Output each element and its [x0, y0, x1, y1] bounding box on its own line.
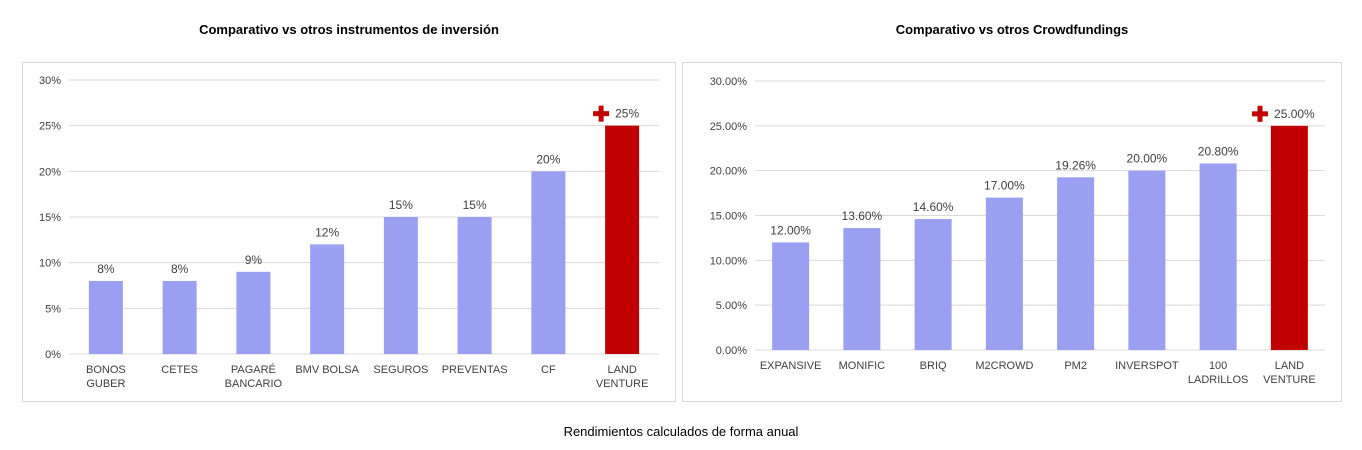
- crowdfundings-data-label: 14.60%: [913, 200, 954, 214]
- investments-data-label: 20%: [536, 152, 560, 166]
- crowdfundings-category-label: VENTURE: [1263, 374, 1316, 386]
- investments-data-label: 15%: [463, 198, 487, 212]
- plus-icon: [593, 105, 610, 122]
- chart-crowdfundings: 0.00% 5.00% 10.00% 15.00% 20.00% 25.00% 30.00%…: [710, 76, 1325, 386]
- crowdfundings-category-label: BRIQ: [920, 360, 947, 372]
- crowdfundings-data-label: 19.26%: [1055, 158, 1096, 172]
- crowdfundings-category-label: EXPANSIVE: [760, 360, 822, 372]
- investments-bar: [605, 125, 640, 354]
- investments-bar: [531, 171, 566, 354]
- crowdfundings-category-label: MONIFIC: [839, 360, 885, 372]
- crowdfundings-data-label: 12.00%: [770, 223, 811, 237]
- crowdfundings-bar: [1128, 170, 1166, 350]
- crowdfundings-ytick-label: 5.00%: [716, 300, 747, 312]
- chart-title-left: Comparativo vs otros instrumentos de inv…: [199, 22, 499, 37]
- chart-panel-crowdfundings: 0.00% 5.00% 10.00% 15.00% 20.00% 25.00% 30.00%…: [682, 62, 1342, 402]
- investments-category-label: PREVENTAS: [442, 364, 508, 376]
- investments-data-label: 8%: [171, 262, 189, 276]
- crowdfundings-ytick-label: 30.00%: [710, 76, 748, 88]
- investments-data-label: 15%: [389, 198, 413, 212]
- investments-bar: [88, 280, 123, 354]
- crowdfundings-category-label: PM2: [1064, 360, 1087, 372]
- investments-bar: [457, 217, 492, 354]
- crowdfundings-data-label: 20.80%: [1198, 144, 1239, 158]
- crowdfundings-bar: [843, 228, 881, 350]
- investments-ytick-label: 30%: [39, 75, 61, 87]
- investments-data-label: 12%: [315, 225, 339, 239]
- footer-note: Rendimientos calculados de forma anual: [563, 424, 799, 439]
- crowdfundings-category-label: LAND: [1275, 360, 1304, 372]
- investments-category-label: SEGUROS: [373, 364, 428, 376]
- investments-ytick-label: 15%: [39, 212, 61, 224]
- investments-category-label: BANCARIO: [225, 378, 283, 390]
- investments-category-label: VENTURE: [596, 378, 649, 390]
- crowdfundings-ytick-label: 0.00%: [716, 345, 747, 357]
- investments-category-label: LAND: [607, 364, 636, 376]
- investments-bar: [310, 244, 345, 354]
- plus-icon: [1252, 105, 1269, 122]
- investments-category-label: BMV BOLSA: [295, 364, 359, 376]
- investments-category-label: CETES: [161, 364, 198, 376]
- crowdfundings-ytick-label: 10.00%: [710, 255, 748, 267]
- investments-ytick-label: 25%: [39, 121, 61, 133]
- crowdfundings-category-label: 100: [1209, 360, 1227, 372]
- investments-bar: [162, 280, 197, 354]
- crowdfundings-bar: [1199, 163, 1237, 350]
- investments-data-label: 9%: [245, 253, 263, 267]
- crowdfundings-data-label: 13.60%: [842, 209, 883, 223]
- crowdfundings-ytick-label: 25.00%: [710, 121, 748, 133]
- investments-bar: [236, 271, 271, 354]
- crowdfundings-data-label: 20.00%: [1127, 152, 1168, 166]
- investments-category-label: CF: [541, 364, 556, 376]
- crowdfundings-bar: [772, 242, 810, 350]
- crowdfundings-ytick-label: 20.00%: [710, 166, 748, 178]
- chart-investments: 0% 5% 10% 15% 20% 25% 30% 8% BONOS GUBER 8% CETES 9%…: [39, 75, 659, 390]
- chart-title-right: Comparativo vs otros Crowdfundings: [895, 22, 1129, 37]
- crowdfundings-bar: [985, 197, 1023, 350]
- crowdfundings-bar: [1270, 125, 1308, 350]
- investments-data-label: 8%: [97, 262, 115, 276]
- investments-category-label: PAGARÉ: [231, 363, 276, 376]
- crowdfundings-ytick-label: 15.00%: [710, 211, 748, 223]
- investments-category-label: BONOS: [86, 364, 126, 376]
- investments-category-label: GUBER: [86, 378, 125, 390]
- crowdfundings-category-label: INVERSPOT: [1115, 360, 1179, 372]
- investments-ytick-label: 20%: [39, 166, 61, 178]
- investments-ytick-label: 0%: [45, 349, 61, 361]
- crowdfundings-data-label: 17.00%: [984, 179, 1025, 193]
- crowdfundings-category-label: M2CROWD: [975, 360, 1033, 372]
- investments-data-label: 25%: [615, 107, 639, 121]
- investments-bar: [383, 217, 418, 354]
- chart-panel-investments: 0% 5% 10% 15% 20% 25% 30% 8% BONOS GUBER 8% CETES 9%…: [22, 62, 676, 402]
- crowdfundings-bar: [1057, 177, 1095, 350]
- crowdfundings-category-label: LADRILLOS: [1188, 374, 1249, 386]
- crowdfundings-data-label: 25.00%: [1274, 107, 1315, 121]
- crowdfundings-bar: [914, 219, 952, 350]
- investments-ytick-label: 10%: [39, 258, 61, 270]
- investments-ytick-label: 5%: [45, 303, 61, 315]
